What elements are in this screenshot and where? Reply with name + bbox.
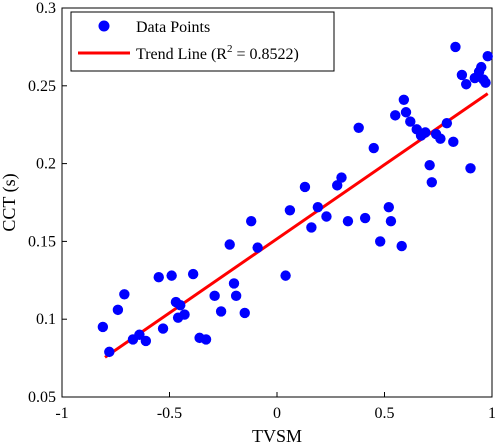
data-point bbox=[385, 215, 397, 227]
data-point bbox=[157, 323, 169, 334]
data-point bbox=[482, 51, 493, 62]
data-point bbox=[480, 77, 491, 88]
data-point bbox=[332, 180, 343, 191]
legend-points-label: Data Points bbox=[136, 19, 210, 36]
data-point bbox=[312, 201, 324, 213]
data-point bbox=[166, 270, 177, 281]
data-point bbox=[441, 117, 453, 129]
data-point bbox=[209, 290, 220, 302]
data-point bbox=[336, 172, 347, 183]
data-point bbox=[465, 163, 476, 174]
data-point bbox=[435, 133, 446, 144]
x-tick-label: 1 bbox=[488, 405, 496, 422]
data-point bbox=[134, 329, 145, 340]
data-point bbox=[383, 201, 394, 213]
data-point bbox=[299, 181, 311, 193]
plot-area: -1 -0.5 0 0.5 1 0.05 0.1 0.15 0.2 0.25 0.3 bbox=[28, 0, 496, 422]
y-axis-ticks: 0.05 0.1 0.15 0.2 0.25 0.3 bbox=[28, 0, 67, 406]
data-point bbox=[140, 335, 152, 347]
data-point bbox=[280, 270, 291, 281]
x-axis-title: TVSM bbox=[252, 426, 302, 446]
legend-points-marker bbox=[98, 20, 110, 32]
data-point bbox=[119, 289, 130, 300]
data-point bbox=[306, 222, 317, 233]
data-point bbox=[215, 306, 227, 317]
x-tick-label: -0.5 bbox=[157, 405, 182, 422]
data-point bbox=[224, 239, 235, 250]
legend-trend-label-suffix: = 0.8522) bbox=[232, 46, 298, 63]
data-point bbox=[448, 136, 459, 148]
x-axis-ticks: -1 -0.5 0 0.5 1 bbox=[55, 392, 496, 422]
data-point bbox=[179, 309, 190, 320]
data-point bbox=[426, 177, 437, 188]
data-point bbox=[424, 159, 435, 171]
data-point bbox=[246, 215, 257, 227]
legend-box bbox=[70, 11, 335, 72]
data-point bbox=[476, 61, 487, 73]
data-point bbox=[112, 304, 124, 316]
y-tick-label: 0.15 bbox=[28, 233, 56, 250]
y-tick-label: 0.25 bbox=[28, 78, 56, 95]
x-tick-label: -1 bbox=[55, 405, 68, 422]
data-point bbox=[405, 116, 416, 127]
points-layer bbox=[97, 41, 493, 358]
data-point bbox=[97, 321, 109, 333]
data-point bbox=[390, 110, 401, 121]
data-point bbox=[353, 122, 364, 134]
data-point bbox=[398, 94, 410, 106]
data-point bbox=[396, 240, 407, 252]
data-point bbox=[400, 107, 412, 118]
data-point bbox=[200, 334, 212, 345]
data-point bbox=[252, 242, 263, 253]
data-point bbox=[153, 271, 164, 283]
data-point bbox=[359, 212, 371, 224]
data-point bbox=[420, 127, 431, 138]
data-point bbox=[368, 142, 379, 154]
x-tick-label: 0 bbox=[273, 405, 281, 422]
data-point bbox=[456, 69, 468, 81]
data-point bbox=[450, 41, 461, 53]
y-axis-title: CCT (s) bbox=[0, 173, 20, 231]
data-point bbox=[230, 290, 242, 302]
data-point bbox=[342, 215, 354, 227]
data-point bbox=[375, 236, 386, 247]
plot-frame bbox=[61, 7, 493, 398]
data-point bbox=[104, 346, 115, 358]
x-tick-label: 0.5 bbox=[375, 405, 395, 422]
data-point bbox=[175, 299, 186, 311]
data-point bbox=[187, 268, 199, 280]
y-tick-label: 0.3 bbox=[36, 0, 56, 17]
data-point bbox=[239, 307, 250, 319]
y-tick-label: 0.05 bbox=[28, 389, 56, 406]
data-point bbox=[284, 205, 296, 216]
legend-trend-label-sup: 2 bbox=[227, 43, 233, 55]
legend-trend-label-prefix: Trend Line (R bbox=[136, 46, 227, 63]
data-point bbox=[228, 278, 240, 289]
data-point bbox=[461, 79, 472, 90]
legend: Data Points Trend Line (R2 = 0.8522) bbox=[70, 11, 335, 72]
y-tick-label: 0.2 bbox=[36, 156, 56, 173]
data-point bbox=[321, 211, 332, 222]
y-tick-label: 0.1 bbox=[36, 311, 56, 328]
legend-trend-label: Trend Line (R2 = 0.8522) bbox=[136, 43, 299, 63]
